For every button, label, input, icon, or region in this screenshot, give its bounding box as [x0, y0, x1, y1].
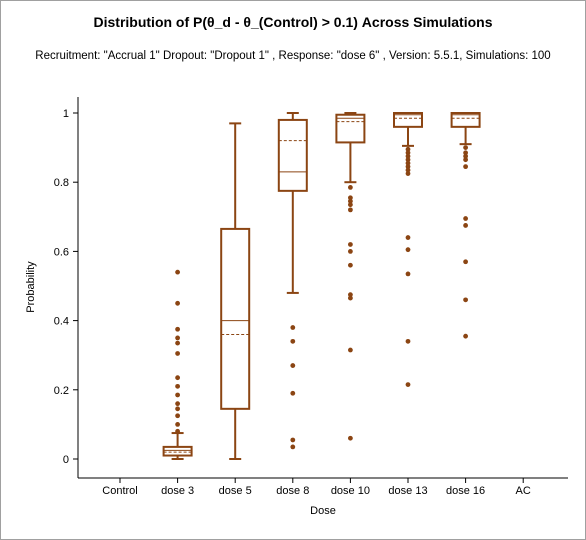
- outlier-point: [348, 184, 353, 190]
- outlier-point: [405, 150, 411, 156]
- outlier-point: [175, 392, 181, 398]
- box-group: [162, 269, 193, 460]
- outlier-point: [463, 157, 468, 163]
- outlier-point: [463, 259, 468, 265]
- y-tick-label: 0.4: [54, 316, 69, 328]
- outlier-point: [175, 401, 181, 407]
- iqr-box: [162, 445, 193, 457]
- outlier-point: [290, 390, 296, 396]
- iqr-box: [450, 112, 481, 128]
- y-tick-label: 0.8: [54, 177, 69, 189]
- chart-subtitle: Recruitment: "Accrual 1" Dropout: "Dropo…: [35, 50, 551, 62]
- outlier-point: [405, 153, 411, 159]
- outlier-point: [405, 164, 411, 170]
- outlier-point: [348, 435, 353, 441]
- outlier-point: [175, 340, 181, 346]
- box-group: [277, 112, 308, 450]
- outlier-point: [405, 382, 411, 388]
- outlier-point: [290, 325, 296, 330]
- x-tick-label: Control: [102, 485, 137, 497]
- outlier-point: [463, 216, 468, 221]
- outlier-point: [175, 406, 181, 412]
- axes: [77, 97, 568, 479]
- outlier-point: [348, 262, 353, 268]
- x-tick-label: dose 8: [276, 485, 309, 497]
- x-tick-label: dose 16: [446, 485, 485, 497]
- outlier-point: [405, 167, 411, 173]
- y-ticks: 0 0.2 0.4 0.6 0.8 1: [54, 108, 78, 466]
- box-group: [220, 122, 251, 460]
- box-group: [450, 112, 481, 339]
- outlier-point: [175, 422, 181, 427]
- x-tick-label: dose 3: [161, 485, 194, 497]
- outlier-point: [290, 437, 296, 443]
- outlier-point: [405, 171, 411, 176]
- outlier-point: [175, 375, 181, 381]
- outlier-point: [290, 338, 296, 344]
- outlier-point: [405, 160, 411, 166]
- y-tick-label: 0.2: [54, 385, 69, 397]
- outlier-point: [175, 326, 181, 332]
- outlier-point: [463, 153, 468, 159]
- outlier-point: [348, 295, 353, 301]
- outlier-point: [348, 202, 353, 208]
- chart-title: Distribution of P(θ_d - θ_(Control) > 0.…: [93, 14, 493, 30]
- iqr-box: [277, 118, 308, 192]
- outlier-point: [405, 247, 411, 253]
- outlier-point: [463, 164, 468, 170]
- outlier-point: [463, 150, 468, 156]
- outlier-point: [348, 198, 353, 204]
- box-group: [393, 112, 423, 388]
- outlier-point: [348, 347, 353, 353]
- outlier-point: [463, 333, 468, 339]
- outlier-point: [175, 351, 181, 356]
- outlier-point: [348, 242, 353, 247]
- iqr-box: [335, 113, 366, 144]
- box-group: [335, 112, 366, 441]
- x-tick-label: AC: [516, 485, 531, 497]
- outlier-point: [348, 249, 353, 254]
- x-tick-label: dose 13: [388, 485, 427, 497]
- outlier-point: [348, 195, 353, 201]
- outlier-point: [405, 157, 411, 163]
- y-tick-label: 1: [63, 108, 69, 120]
- iqr-box: [220, 227, 251, 410]
- x-ticks: Control dose 3 dose 5 dose 8 dose 10 dose 13 d…: [102, 478, 531, 497]
- outlier-point: [348, 207, 353, 213]
- x-tick-label: dose 5: [219, 485, 252, 497]
- outlier-point: [405, 235, 411, 240]
- outlier-point: [463, 297, 468, 303]
- outlier-point: [463, 223, 468, 228]
- y-tick-label: 0: [63, 454, 69, 466]
- outlier-point: [175, 383, 181, 389]
- outlier-point: [405, 338, 411, 344]
- y-axis-label: Probability: [25, 261, 37, 313]
- outlier-point: [290, 363, 296, 368]
- x-tick-label: dose 10: [331, 485, 370, 497]
- iqr-box: [393, 112, 423, 128]
- outlier-point: [405, 146, 411, 152]
- outlier-point: [290, 444, 296, 450]
- outlier-point: [405, 271, 411, 277]
- outlier-point: [175, 300, 181, 306]
- outlier-point: [175, 335, 181, 341]
- outlier-point: [175, 269, 181, 275]
- outlier-point: [175, 413, 181, 419]
- outlier-point: [463, 145, 468, 151]
- y-tick-label: 0.6: [54, 246, 69, 258]
- outlier-point: [175, 428, 181, 434]
- x-axis-label: Dose: [310, 505, 336, 517]
- boxes: [162, 112, 481, 460]
- outlier-point: [348, 292, 353, 298]
